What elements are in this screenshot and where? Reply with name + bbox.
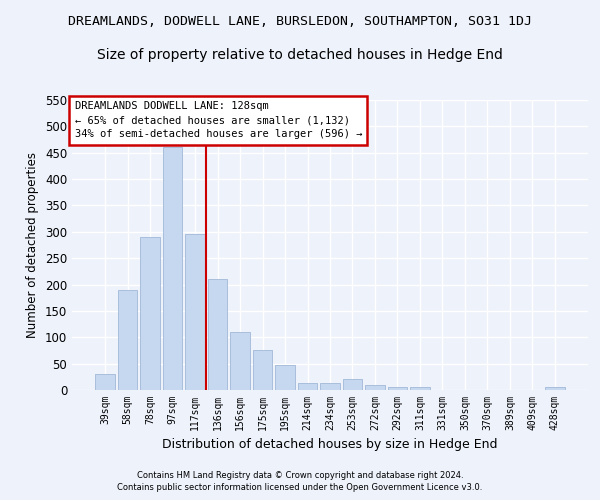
Bar: [298, 383, 317, 390]
Bar: [230, 332, 250, 390]
Bar: [95, 374, 115, 390]
Bar: [320, 383, 340, 390]
Text: Contains public sector information licensed under the Open Government Licence v3: Contains public sector information licen…: [118, 484, 482, 492]
Bar: [118, 290, 137, 390]
Bar: [140, 237, 160, 390]
Bar: [185, 234, 205, 390]
Bar: [208, 280, 227, 390]
Bar: [365, 384, 385, 390]
Bar: [545, 388, 565, 390]
Bar: [163, 148, 182, 390]
Text: Contains HM Land Registry data © Crown copyright and database right 2024.: Contains HM Land Registry data © Crown c…: [137, 471, 463, 480]
Text: DREAMLANDS DODWELL LANE: 128sqm
← 65% of detached houses are smaller (1,132)
34%: DREAMLANDS DODWELL LANE: 128sqm ← 65% of…: [74, 102, 362, 140]
Bar: [253, 350, 272, 390]
Text: DREAMLANDS, DODWELL LANE, BURSLEDON, SOUTHAMPTON, SO31 1DJ: DREAMLANDS, DODWELL LANE, BURSLEDON, SOU…: [68, 15, 532, 28]
Bar: [410, 388, 430, 390]
Text: Size of property relative to detached houses in Hedge End: Size of property relative to detached ho…: [97, 48, 503, 62]
Y-axis label: Number of detached properties: Number of detached properties: [26, 152, 40, 338]
Bar: [388, 388, 407, 390]
Bar: [343, 379, 362, 390]
X-axis label: Distribution of detached houses by size in Hedge End: Distribution of detached houses by size …: [162, 438, 498, 452]
Bar: [275, 365, 295, 390]
